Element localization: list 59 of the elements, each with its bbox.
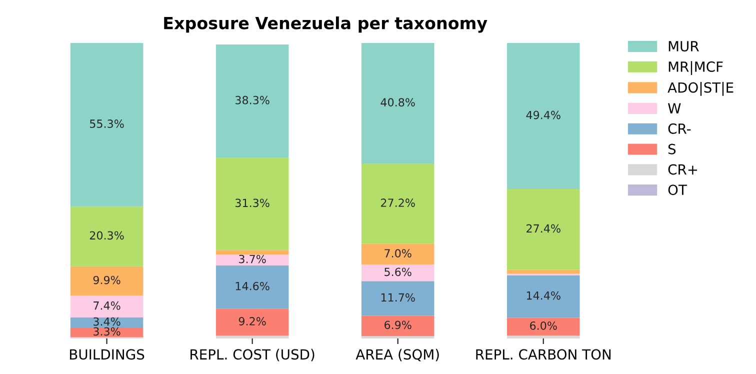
bar — [506, 318, 580, 336]
data-label: 9.9% — [93, 276, 120, 284]
data-label: 6.9% — [384, 320, 412, 330]
bar — [216, 44, 289, 158]
legend-label: MR|MCF — [668, 61, 723, 76]
legend-label: CR+ — [668, 164, 698, 175]
legend-label: S — [668, 144, 676, 154]
data-label: 27.4% — [526, 224, 560, 233]
data-label: 31.3% — [236, 198, 270, 208]
data-label: 3.7% — [239, 254, 266, 264]
bar — [216, 308, 289, 336]
data-label: 38.3% — [236, 96, 270, 104]
bar — [506, 188, 580, 270]
data-label: 5.6% — [384, 268, 412, 276]
data-label: 7.0% — [384, 249, 412, 258]
x-tick-label: BUILDINGS — [70, 349, 144, 360]
bar — [216, 250, 289, 255]
bar — [70, 317, 144, 328]
data-label: 55.3% — [90, 120, 124, 128]
legend-label: CR- — [668, 123, 691, 134]
bar — [216, 265, 289, 309]
bar — [70, 206, 144, 266]
legend-label: OT — [668, 184, 687, 196]
data-label: 6.0% — [530, 321, 557, 330]
data-label: 14.6% — [236, 282, 270, 290]
bar — [70, 266, 144, 296]
data-label: 3.4% — [94, 317, 120, 326]
bar — [216, 158, 289, 250]
bar — [361, 164, 434, 244]
x-tick-label: REPL. CARBON TON — [476, 349, 611, 360]
data-label: 27.2% — [381, 198, 415, 207]
data-label: 3.3% — [94, 327, 120, 336]
bar — [216, 336, 289, 338]
bar — [361, 264, 434, 282]
bar — [361, 244, 434, 265]
bar — [361, 316, 434, 336]
data-label: 7.4% — [94, 301, 120, 310]
bar — [506, 270, 580, 274]
bar — [70, 296, 144, 318]
data-label: 20.3% — [90, 231, 124, 240]
data-label: 14.4% — [526, 291, 560, 300]
bar — [216, 254, 289, 266]
data-label: 11.7% — [381, 293, 415, 302]
data-label: 49.4% — [526, 110, 560, 120]
bar — [506, 43, 580, 189]
bar — [361, 281, 434, 316]
legend-label: W — [668, 103, 681, 114]
chart-title: Exposure Venezuela per taxonomy — [164, 16, 488, 33]
x-tick-label: AREA (SQM) — [356, 348, 439, 362]
bar — [506, 275, 580, 318]
bar — [361, 43, 434, 164]
bar — [506, 336, 580, 338]
bar — [70, 43, 144, 206]
x-tick-label: REPL. COST (USD) — [190, 348, 314, 362]
legend-label: ADO|ST|E — [668, 82, 734, 96]
data-label: 9.2% — [238, 317, 266, 326]
bar — [70, 328, 144, 338]
legend-label: MUR — [668, 41, 699, 52]
data-label: 40.8% — [380, 98, 415, 107]
